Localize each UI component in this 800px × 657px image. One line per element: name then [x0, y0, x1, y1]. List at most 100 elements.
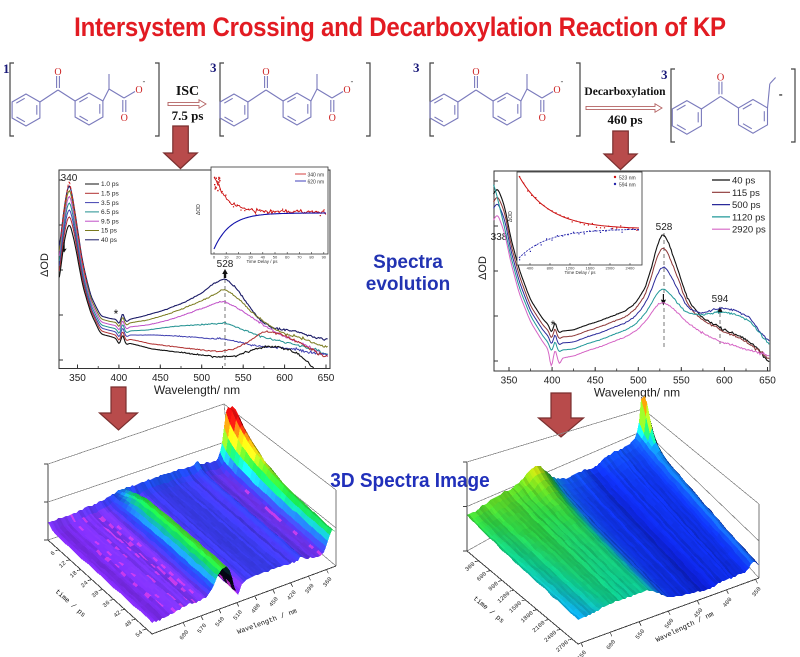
svg-text:528: 528: [656, 222, 673, 233]
svg-text:600: 600: [716, 376, 733, 387]
svg-text:300: 300: [464, 560, 477, 573]
svg-text:594 nm: 594 nm: [619, 183, 636, 189]
svg-text:390: 390: [303, 582, 315, 595]
svg-text:6.5 ps: 6.5 ps: [101, 209, 119, 216]
svg-text:600: 600: [605, 638, 617, 651]
svg-text:54: 54: [134, 629, 144, 639]
svg-text:650: 650: [759, 376, 776, 387]
svg-text:O: O: [553, 85, 560, 96]
svg-text:ΔOD: ΔOD: [39, 253, 51, 277]
svg-text:500: 500: [193, 373, 210, 384]
svg-text:24: 24: [79, 579, 89, 589]
svg-text:O: O: [329, 113, 336, 124]
svg-text:500 ps: 500 ps: [732, 200, 761, 211]
svg-text:800: 800: [547, 266, 554, 271]
svg-text:30: 30: [248, 255, 253, 260]
svg-text:3: 3: [413, 60, 420, 75]
svg-text:O: O: [135, 85, 142, 96]
svg-text:O: O: [539, 113, 546, 124]
svg-text:10: 10: [224, 255, 229, 260]
svg-text:9.5 ps: 9.5 ps: [101, 218, 119, 225]
svg-text:1120 ps: 1120 ps: [732, 212, 765, 223]
svg-text:Wavelength/ nm: Wavelength/ nm: [594, 386, 680, 400]
svg-text:0: 0: [213, 255, 216, 260]
svg-text:450: 450: [268, 595, 280, 608]
svg-text:360: 360: [321, 575, 333, 588]
svg-text:time / ps: time / ps: [53, 588, 86, 619]
svg-text:6: 6: [49, 549, 57, 557]
svg-text:40 ps: 40 ps: [101, 237, 118, 244]
svg-text:2400: 2400: [543, 629, 559, 644]
svg-text:-: -: [351, 77, 354, 86]
svg-text:650: 650: [318, 373, 335, 384]
svg-text:90: 90: [322, 255, 327, 260]
svg-text:48: 48: [123, 619, 133, 629]
svg-text:550: 550: [235, 373, 252, 384]
svg-text:*: *: [551, 318, 556, 332]
svg-text:350: 350: [69, 373, 86, 384]
svg-text:O: O: [472, 67, 479, 78]
svg-text:600: 600: [178, 628, 190, 641]
svg-text:340: 340: [61, 173, 78, 184]
svg-text:340 nm: 340 nm: [308, 173, 325, 179]
svg-text:O: O: [54, 67, 61, 78]
svg-text:1.5 ps: 1.5 ps: [101, 191, 119, 198]
svg-text:400: 400: [721, 596, 733, 609]
svg-text:ΔOD: ΔOD: [477, 256, 489, 280]
svg-text:350: 350: [750, 585, 762, 598]
svg-text:40 ps: 40 ps: [732, 176, 755, 187]
svg-text:15 ps: 15 ps: [101, 228, 118, 235]
svg-text:3.5 ps: 3.5 ps: [101, 200, 119, 207]
svg-text:70: 70: [297, 255, 302, 260]
svg-text:2000: 2000: [606, 266, 616, 271]
svg-text:500: 500: [630, 376, 647, 387]
svg-text:O: O: [717, 73, 725, 84]
svg-text:1.0 ps: 1.0 ps: [101, 181, 119, 188]
svg-text:600: 600: [475, 570, 488, 583]
svg-text:30: 30: [90, 589, 100, 599]
svg-text:600: 600: [276, 373, 293, 384]
svg-text:450: 450: [152, 373, 169, 384]
svg-text:40: 40: [261, 255, 266, 260]
svg-text:12: 12: [58, 559, 68, 569]
svg-text:570: 570: [196, 622, 208, 635]
svg-text:540: 540: [214, 615, 226, 628]
svg-text:O: O: [121, 113, 128, 124]
svg-text:2920 ps: 2920 ps: [732, 225, 766, 236]
svg-text:1800: 1800: [519, 609, 535, 624]
svg-text:80: 80: [309, 255, 314, 260]
svg-text:1600: 1600: [586, 266, 596, 271]
svg-text:18: 18: [68, 569, 78, 579]
svg-text:Time Delay / ps: Time Delay / ps: [564, 270, 596, 275]
svg-text:20: 20: [236, 255, 241, 260]
svg-text:115 ps: 115 ps: [732, 188, 760, 199]
svg-text:1: 1: [3, 61, 10, 76]
svg-text:Wavelength/ nm: Wavelength/ nm: [154, 383, 240, 397]
svg-text:Wavelength / nm: Wavelength / nm: [236, 608, 298, 637]
svg-text:550: 550: [634, 628, 646, 641]
svg-text:400: 400: [111, 373, 128, 384]
svg-text:620 nm: 620 nm: [308, 180, 325, 186]
svg-text:350: 350: [501, 376, 518, 387]
svg-text:400: 400: [527, 266, 534, 271]
svg-text:*: *: [114, 307, 119, 321]
svg-text:50: 50: [273, 255, 278, 260]
svg-text:O: O: [262, 67, 269, 78]
svg-text:1200: 1200: [566, 266, 576, 271]
svg-text:Time Delay / ps: Time Delay / ps: [246, 259, 278, 264]
svg-text:480: 480: [250, 602, 262, 615]
svg-text:420: 420: [286, 589, 298, 602]
svg-text:2700: 2700: [554, 639, 570, 654]
svg-text:ΔOD: ΔOD: [196, 204, 202, 215]
svg-text:338: 338: [491, 232, 508, 243]
svg-text:3: 3: [210, 60, 217, 75]
svg-text:510: 510: [232, 608, 244, 621]
svg-text:1500: 1500: [508, 599, 524, 614]
svg-text:400: 400: [544, 376, 561, 387]
svg-text:2400: 2400: [626, 266, 636, 271]
svg-text:1200: 1200: [496, 590, 512, 605]
svg-text:36: 36: [101, 599, 111, 609]
svg-text:650: 650: [576, 649, 588, 657]
svg-text:523 nm: 523 nm: [619, 176, 636, 182]
svg-text:3: 3: [661, 67, 668, 82]
